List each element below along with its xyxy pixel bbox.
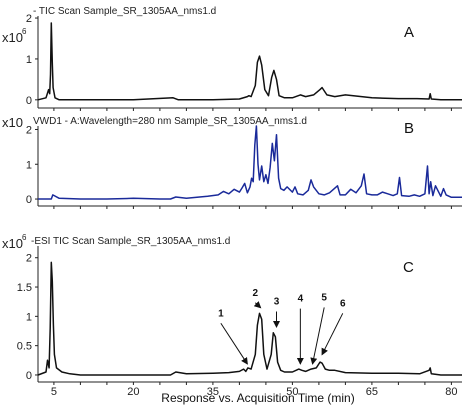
panel-c-y-tick-label: 2 xyxy=(26,253,32,265)
panel-a-title: - TIC Scan Sample_SR_1305AA_nms1.d xyxy=(33,6,216,17)
panel-b-trace xyxy=(38,125,462,200)
panel-a-trace xyxy=(37,22,462,101)
panel-b: VWD1 - A:Wavelength=280 nm Sample_SR_130… xyxy=(2,115,462,209)
panel-c: -ESI TIC Scan Sample_SR_1305AA_nms1.d x1… xyxy=(2,233,462,405)
panel-b-title: VWD1 - A:Wavelength=280 nm Sample_SR_130… xyxy=(33,116,307,127)
peak-2-arrow xyxy=(253,301,262,309)
panel-b-y-scale-prefix: x10 xyxy=(2,115,23,130)
panel-a-y-tick-label: 1 xyxy=(26,54,32,66)
panel-c-x-tick-label: 20 xyxy=(127,386,139,398)
panel-b-y-tick-label: 1 xyxy=(26,159,32,171)
panel-c-label: C xyxy=(403,259,414,276)
panel-a-y-scale-prefix: x10 xyxy=(2,30,23,45)
panel-c-plot: 0 0.5 1 1.5 2 5 20 35 50 65 80 1 2 3 4 5 6 xyxy=(17,246,462,398)
panel-c-x-tick-label: 80 xyxy=(445,386,457,398)
panel-a-y-tick-label: 2 xyxy=(26,13,32,25)
panel-a-plot: 0 1 2 xyxy=(26,13,462,111)
panel-c-y-scale-prefix: x10 xyxy=(2,236,23,251)
panel-b-plot: 0 1 2 xyxy=(26,124,462,209)
panel-c-x-tick-label: 50 xyxy=(286,386,298,398)
panel-a-y-tick-label: 0 xyxy=(26,95,32,107)
panel-b-label: B xyxy=(404,120,414,137)
peak-5-label: 5 xyxy=(321,292,327,303)
peak-3-label: 3 xyxy=(274,297,280,308)
panel-c-x-tick-label: 5 xyxy=(51,386,57,398)
panel-c-y-tick-label: 1 xyxy=(26,311,32,323)
peak-6-arrow xyxy=(321,313,344,356)
peak-6-label: 6 xyxy=(340,298,346,309)
peak-2-label: 2 xyxy=(253,288,259,299)
panel-a-label: A xyxy=(404,24,414,41)
panel-c-x-tick-label: 35 xyxy=(207,386,219,398)
panel-c-title: -ESI TIC Scan Sample_SR_1305AA_nms1.d xyxy=(31,236,230,247)
peak-4-label: 4 xyxy=(298,294,304,305)
panel-b-y-tick-label: 0 xyxy=(26,194,32,206)
peak-5-arrow xyxy=(310,307,325,365)
panel-c-trace xyxy=(37,261,462,376)
panel-c-y-tick-label: 0 xyxy=(26,370,32,382)
peak-1-arrow xyxy=(220,323,248,365)
peak-1-label: 1 xyxy=(218,308,224,319)
panel-b-y-tick-label: 2 xyxy=(26,124,32,136)
panel-a-y-scale-exponent: 6 xyxy=(22,27,27,36)
panel-a: - TIC Scan Sample_SR_1305AA_nms1.d x10 6… xyxy=(2,6,462,111)
x-axis-label: Response vs. Acquisition Time (min) xyxy=(161,391,354,405)
panel-c-x-tick-label: 65 xyxy=(366,386,378,398)
panel-c-y-tick-label: 0.5 xyxy=(17,341,32,353)
panel-c-y-tick-label: 1.5 xyxy=(17,282,32,294)
panel-c-y-scale-exponent: 6 xyxy=(22,233,27,242)
